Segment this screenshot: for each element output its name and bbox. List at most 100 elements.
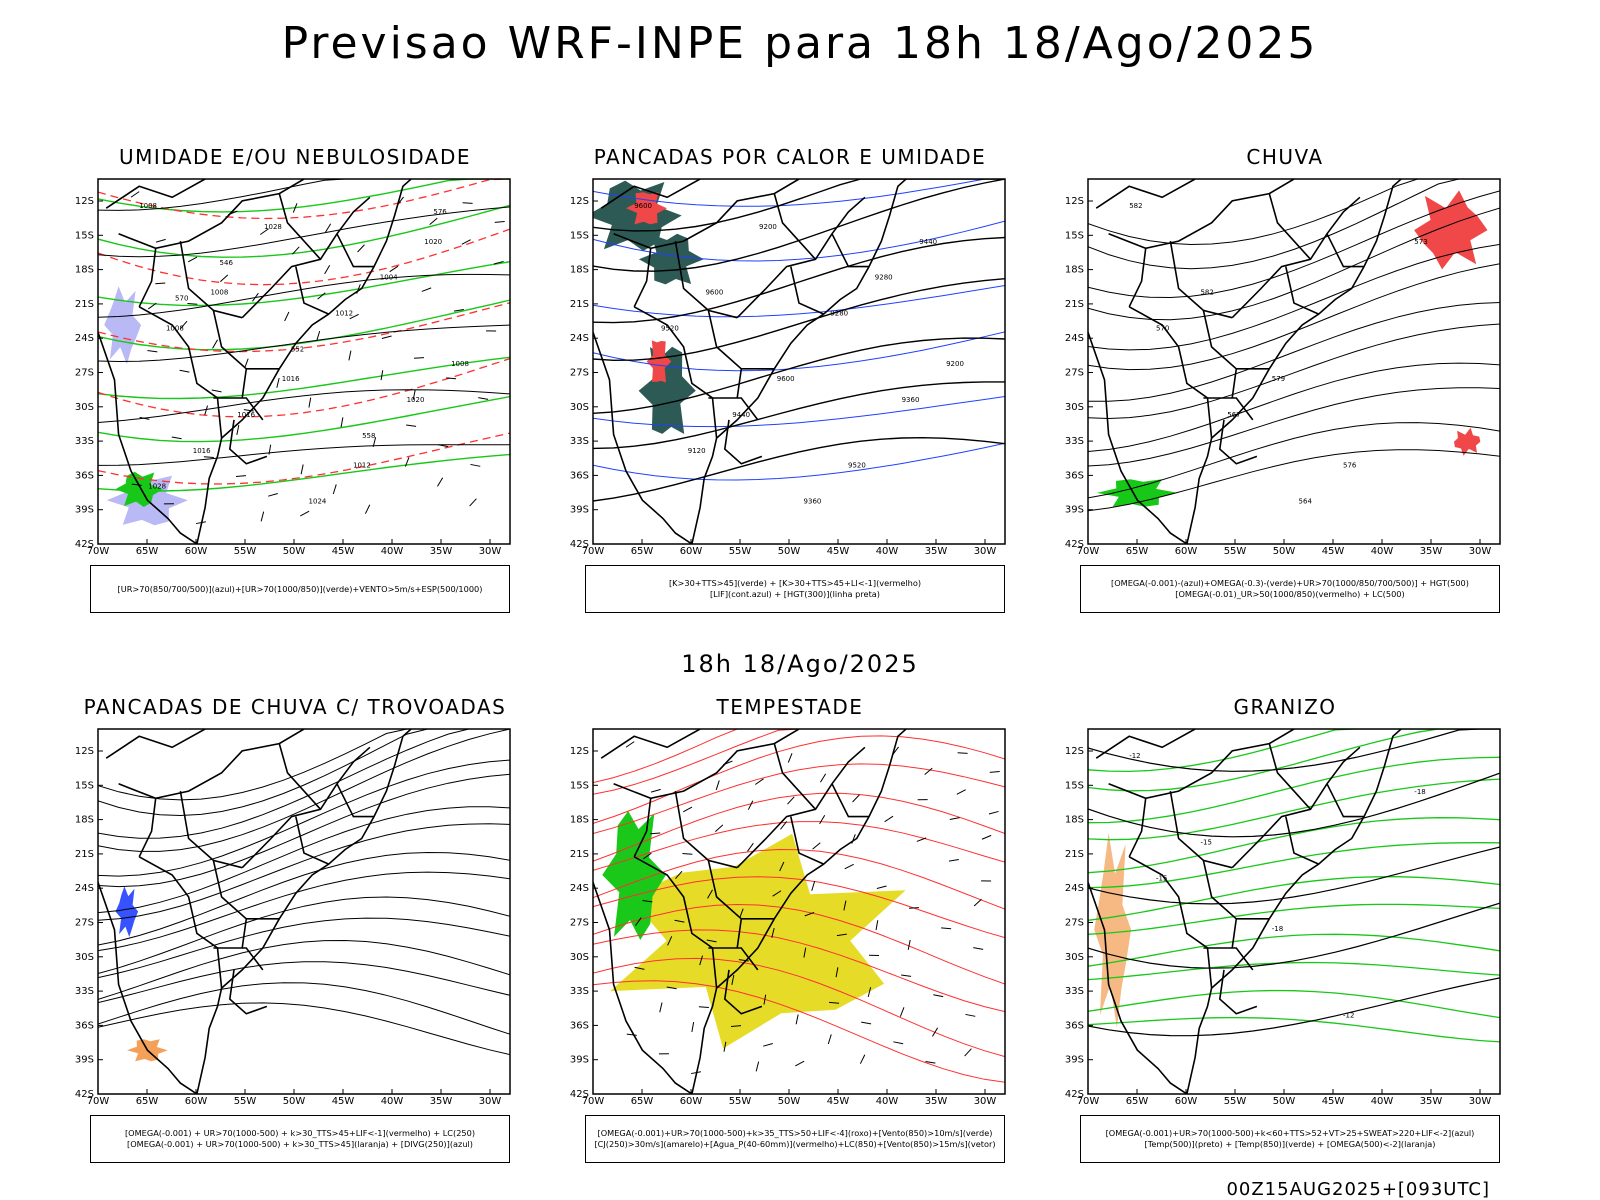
lat-tick-label: 15S [75, 230, 94, 241]
wind-vector [747, 842, 754, 852]
contour-label: 9200 [946, 360, 964, 368]
wind-vector [779, 861, 785, 872]
temp-500-contour [1088, 729, 1500, 772]
lat-tick-label: 12S [570, 746, 589, 757]
wind-vector [763, 1043, 773, 1047]
temp-850-contour [1088, 933, 1500, 967]
streamline-250 [98, 773, 510, 888]
rain-area [1454, 427, 1481, 456]
map-frame [592, 178, 1006, 545]
wind-vector [268, 493, 278, 497]
border-line [1231, 368, 1238, 399]
humidity-contour [98, 261, 510, 307]
wind-vector [187, 302, 198, 305]
wind-vector [859, 1054, 866, 1064]
wind-vector [852, 794, 860, 803]
border-line [593, 882, 693, 1094]
wind-vector [957, 752, 968, 754]
wind-vector [884, 815, 894, 823]
lat-tick-label: 12S [75, 196, 94, 207]
wind-vector [795, 1060, 805, 1067]
height-500-streamline [1088, 362, 1500, 452]
wind-vector [924, 767, 933, 776]
contour-label: 1004 [380, 274, 398, 282]
lat-tick-label: 24S [1065, 333, 1084, 344]
border-line [736, 196, 866, 319]
contour-label: 1008 [210, 289, 228, 297]
wind-vector [988, 810, 999, 815]
wind-vector [179, 369, 190, 373]
wind-vector [453, 309, 464, 312]
lat-tick-label: 24S [75, 333, 94, 344]
low-humidity-area [115, 471, 163, 507]
wind-vector [819, 773, 827, 783]
lon-tick-label: 40W [1371, 1096, 1394, 1107]
wind-vector [204, 405, 209, 416]
wind-vector [469, 498, 477, 507]
streamline-850 [593, 980, 1005, 1083]
wind-vector [989, 771, 1000, 773]
wind-vector [787, 796, 795, 805]
contour-label: 9600 [777, 375, 795, 383]
wind-vector [155, 238, 166, 243]
wind-vector [187, 256, 198, 263]
lat-tick-label: 36S [570, 470, 589, 481]
contour-label: 1020 [407, 396, 425, 404]
lat-tick-label: 27S [1065, 368, 1084, 379]
lat-tick-label: 21S [75, 849, 94, 860]
wind-vector [462, 202, 473, 204]
lon-tick-label: 60W [680, 1096, 703, 1107]
lat-tick-label: 33S [1065, 436, 1084, 447]
lon-tick-label: 70W [1077, 546, 1100, 557]
lifted-index-contour [593, 331, 1005, 372]
wind-vector [276, 377, 280, 388]
panel-rain: CHUVA 582 582 579 576 573 570 567 564 12S 15S 18S 2… [1050, 145, 1520, 625]
border-line [691, 437, 718, 544]
legend-line: [UR>70(850/700/500)](azul)+[UR>70(1000/8… [117, 583, 483, 594]
lon-tick-label: 45W [1322, 1096, 1345, 1107]
map-frame [592, 728, 1006, 1095]
wind-vector [795, 1014, 799, 1025]
streamline-250 [98, 851, 510, 946]
contour-label: 9360 [902, 396, 920, 404]
wind-vector [244, 358, 249, 369]
legend-line: [CJ(250)>30m/s](amarelo)+[Agua_P(40-60mm… [594, 1139, 996, 1149]
wind-vector [893, 1041, 904, 1045]
wind-vector [973, 898, 982, 907]
lat-tick-label: 42S [75, 539, 94, 550]
border-line [1169, 240, 1233, 319]
lat-tick-label: 39S [75, 505, 94, 516]
temp-850-contour [1088, 729, 1500, 773]
wind-vector [139, 416, 150, 420]
wind-vector [867, 987, 872, 998]
border-line [1285, 266, 1320, 315]
thickness-contour [98, 179, 510, 220]
border-line [790, 816, 825, 865]
lat-tick-label: 36S [1065, 470, 1084, 481]
border-line [1285, 816, 1320, 865]
lat-tick-label: 30S [570, 952, 589, 963]
border-line [118, 729, 305, 800]
wind-vector [674, 919, 685, 923]
legend-line: [Temp(500)](preto) + [Temp(850)](verde) … [1144, 1139, 1436, 1149]
border-line [736, 918, 743, 949]
wind-vector [811, 880, 816, 891]
panel-storm: TEMPESTADE 12S 15S 18S 21S 24S 27S 30S 33S 36S 39… [555, 695, 1025, 1175]
lat-tick-label: 36S [1065, 1020, 1084, 1031]
contour-label: 558 [362, 432, 375, 440]
wind-vector [933, 994, 944, 998]
streamline-850 [593, 729, 1005, 795]
map-layers: 1008100810161012102010081016102410041008… [98, 179, 510, 544]
wind-vector [907, 939, 911, 950]
streamline-850 [593, 903, 1005, 985]
wind-vector [804, 911, 815, 917]
lat-tick-label: 33S [570, 986, 589, 997]
lat-tick-label: 39S [75, 1055, 94, 1066]
lon-tick-label: 50W [778, 1096, 801, 1107]
lon-tick-label: 65W [136, 1096, 159, 1107]
wind-vector [723, 1041, 727, 1052]
wind-vector [236, 424, 240, 435]
thickness-contour [98, 302, 510, 353]
map-layers: -12 -15 -18 -12 -18 -15 [1088, 729, 1500, 1094]
lon-tick-label: 45W [827, 1096, 850, 1107]
